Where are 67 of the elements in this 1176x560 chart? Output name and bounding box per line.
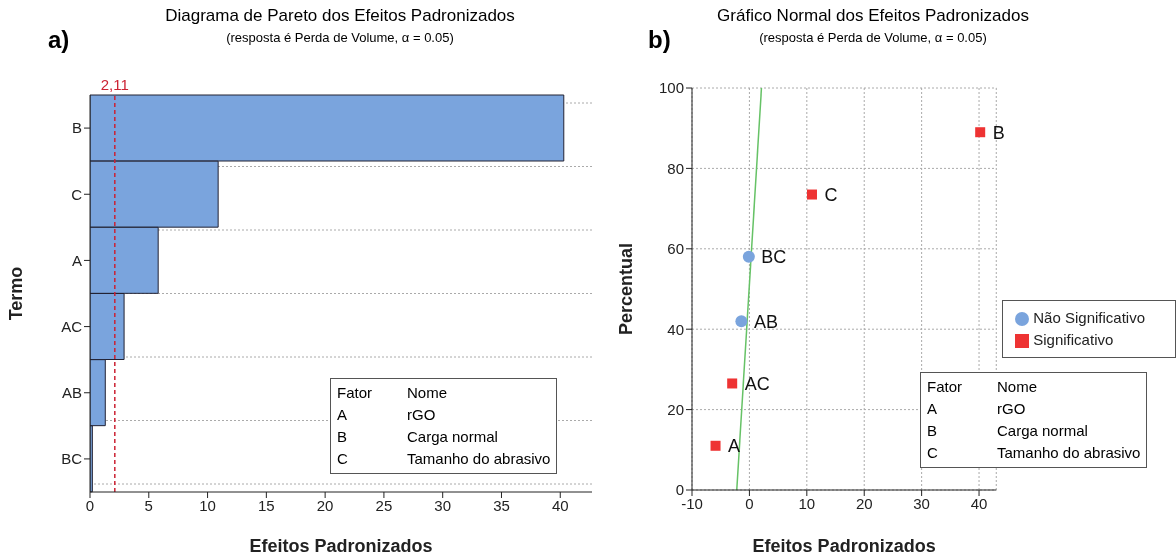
x-tick-label: 15 xyxy=(258,496,275,514)
annotation: B xyxy=(337,427,348,447)
x-tick-label: -10 xyxy=(681,494,703,512)
annotation: B xyxy=(927,421,938,441)
y-axis-title: Percentual xyxy=(616,242,637,336)
data-label: AC xyxy=(744,373,770,394)
annotation: Nome xyxy=(407,383,448,403)
x-tick-label: 25 xyxy=(375,496,393,514)
x-axis-title: Efeitos Padronizados xyxy=(752,536,936,556)
x-tick-label: 35 xyxy=(493,496,510,514)
text: Carga normal xyxy=(997,421,1088,441)
annotation: C xyxy=(927,443,939,463)
y-tick-label: AC xyxy=(61,317,83,335)
y-tick-label: 100 xyxy=(658,79,684,97)
data-label: B xyxy=(992,122,1005,143)
point xyxy=(727,378,738,389)
annotation: rGO xyxy=(407,405,436,425)
y-tick-label: 80 xyxy=(667,159,684,177)
y-tick-label: B xyxy=(71,119,82,137)
legend-label: Significativo xyxy=(1033,331,1114,348)
y-tick-label: BC xyxy=(61,450,83,468)
x-tick-label: 40 xyxy=(551,496,569,514)
data-label: C xyxy=(824,184,838,205)
x-tick-label: 10 xyxy=(798,494,816,512)
y-tick-label: C xyxy=(71,185,83,203)
chart-title: Diagrama de Pareto dos Efeitos Padronizados xyxy=(164,6,516,26)
point xyxy=(975,127,986,138)
annotation: Carga normal xyxy=(407,427,498,447)
x-tick-label: 20 xyxy=(855,494,873,512)
point xyxy=(735,315,748,328)
annotation: C xyxy=(337,449,349,469)
y-tick-label: A xyxy=(71,251,82,269)
legend-label: Não Significativo xyxy=(1033,309,1145,326)
x-tick-label: 0 xyxy=(85,496,95,514)
x-axis-title: Efeitos Padronizados xyxy=(249,536,433,556)
x-tick-label: 30 xyxy=(913,494,930,512)
annotation: Tamanho do abrasivo xyxy=(407,449,551,469)
text: a) xyxy=(48,26,70,54)
y-axis-title: Termo xyxy=(6,266,27,321)
text: b) xyxy=(648,26,671,54)
x-tick-label: 20 xyxy=(316,496,334,514)
ref-line-label: 2,11 xyxy=(100,76,129,93)
annotation: A xyxy=(927,399,938,419)
data-label: AB xyxy=(753,311,778,332)
point xyxy=(806,189,817,200)
chart-title: Gráfico Normal dos Efeitos Padronizados xyxy=(716,6,1030,26)
text: rGO xyxy=(997,399,1026,419)
point xyxy=(710,440,721,451)
annotation: Fator xyxy=(337,383,373,403)
y-tick-label: 60 xyxy=(667,240,684,258)
x-tick-label: 30 xyxy=(434,496,452,514)
annotation: A xyxy=(337,405,348,425)
y-tick-label: 20 xyxy=(667,400,684,418)
x-tick-label: 10 xyxy=(199,496,216,514)
data-label: BC xyxy=(761,247,787,268)
y-tick-label: AB xyxy=(61,384,82,402)
annotation: Fator xyxy=(927,377,963,397)
text: Tamanho do abrasivo xyxy=(997,443,1141,463)
text: Nome xyxy=(997,377,1038,397)
x-tick-label: 5 xyxy=(144,496,153,514)
y-tick-label: 0 xyxy=(675,481,684,499)
point xyxy=(742,250,755,263)
x-tick-label: 40 xyxy=(970,494,988,512)
x-tick-label: 0 xyxy=(745,494,754,512)
chart-subtitle: (resposta é Perda de Volume, α = 0.05) xyxy=(226,30,454,45)
y-tick-label: 40 xyxy=(667,320,684,338)
chart-subtitle: (resposta é Perda de Volume, α = 0.05) xyxy=(759,30,987,45)
